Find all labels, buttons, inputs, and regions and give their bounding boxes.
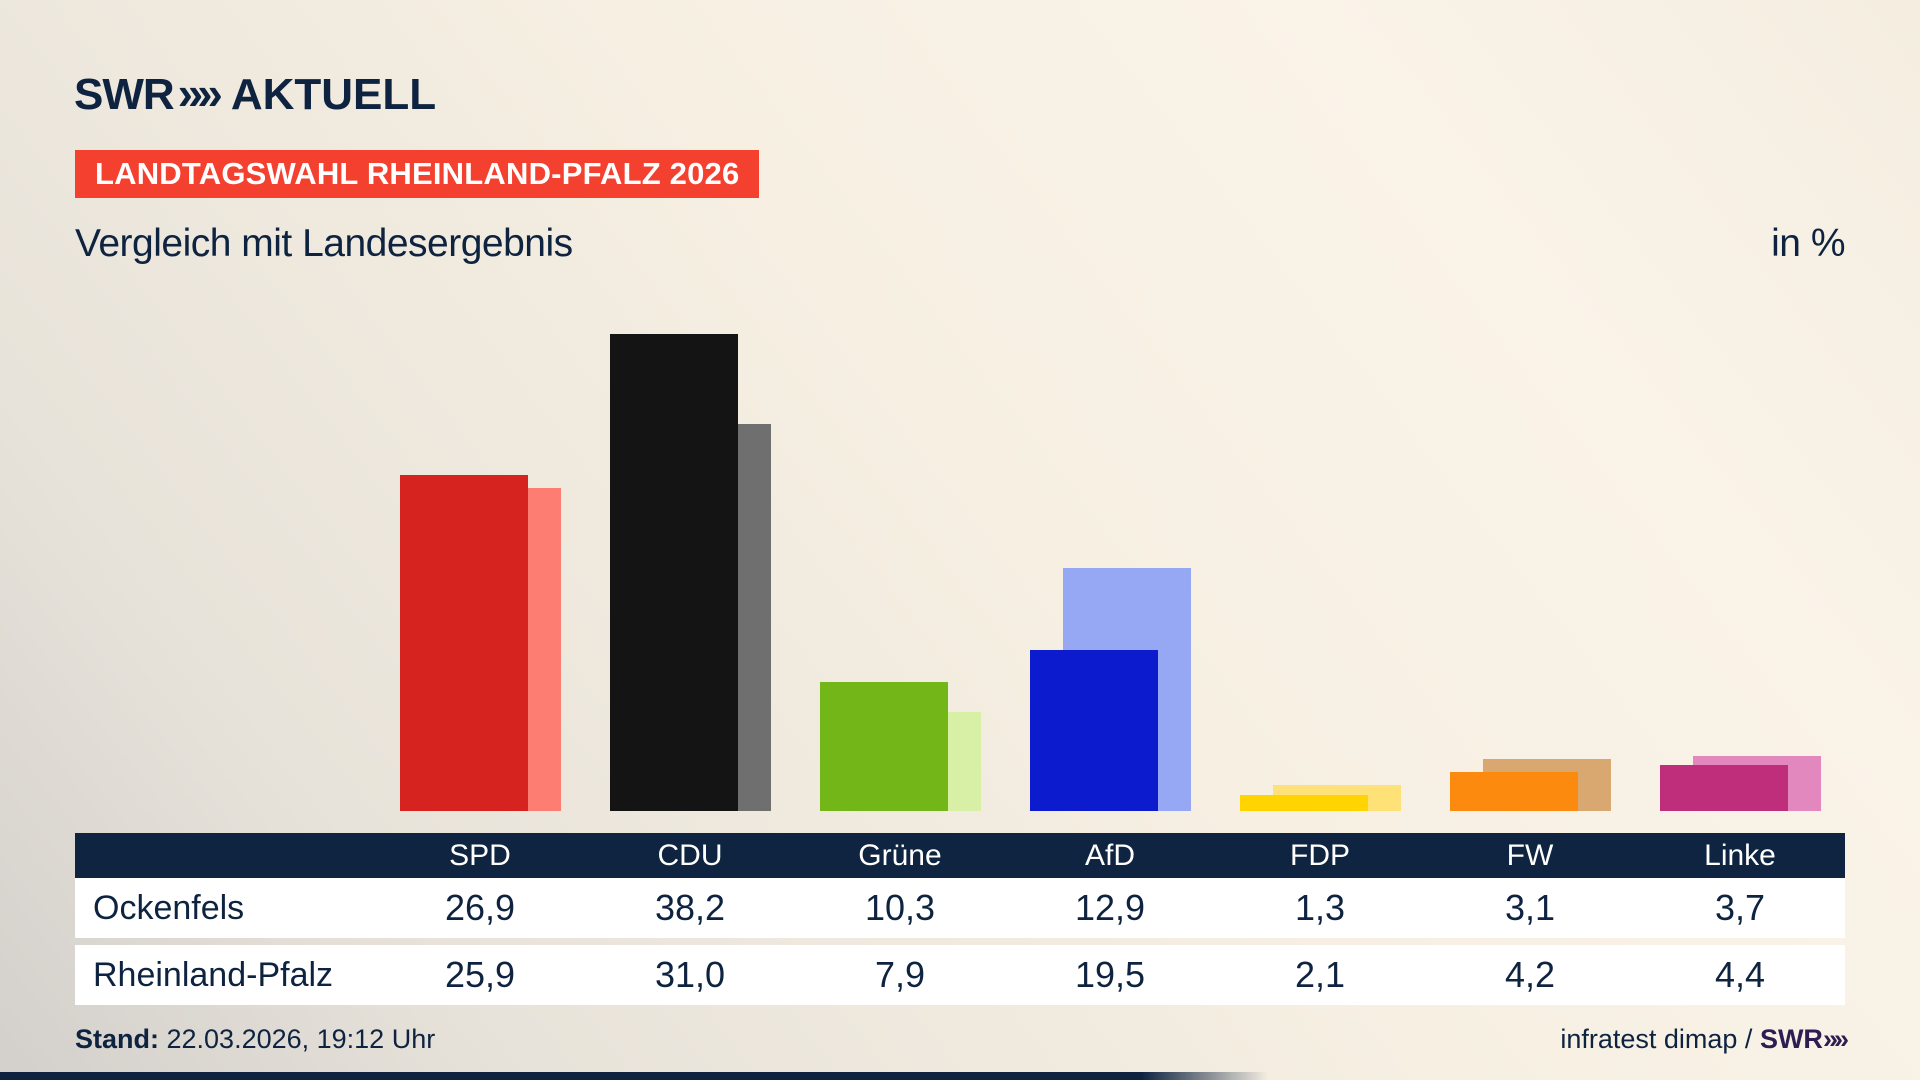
value-cell: 4,2 bbox=[1504, 954, 1556, 995]
column-header-fw: FW bbox=[1506, 838, 1554, 872]
bar-cdu-main bbox=[610, 334, 738, 811]
value-cell: 4,4 bbox=[1714, 954, 1766, 995]
column-header-spd: SPD bbox=[449, 838, 511, 872]
column-header-fdp: FDP bbox=[1290, 838, 1350, 872]
column-header-gruene: Grüne bbox=[858, 838, 942, 872]
bar-fdp-main bbox=[1240, 794, 1368, 811]
stand-timestamp: Stand: 22.03.2026, 19:12 Uhr bbox=[75, 1024, 435, 1055]
source-swr-logo: SWR bbox=[1759, 1024, 1823, 1054]
chart-title: Vergleich mit Landesergebnis bbox=[75, 222, 573, 265]
aktuell-logo-text: AKTUELL bbox=[230, 70, 437, 119]
results-table: SPD CDU Grüne AfD FDP FW Linke Ockenfels… bbox=[75, 833, 1845, 1005]
table-row-ockenfels: Ockenfels 26,9 38,2 10,3 12,9 1,3 3,1 3,… bbox=[75, 878, 1845, 938]
row-label: Rheinland-Pfalz bbox=[93, 955, 334, 994]
column-header-afd: AfD bbox=[1084, 838, 1135, 872]
footer: Stand: 22.03.2026, 19:12 Uhr infratest d… bbox=[75, 1024, 1849, 1055]
value-cell: 19,5 bbox=[1074, 954, 1146, 995]
value-cell: 10,3 bbox=[864, 887, 936, 928]
title-row: Vergleich mit Landesergebnis in % bbox=[75, 222, 1845, 266]
table-header-row: SPD CDU Grüne AfD FDP FW Linke bbox=[75, 833, 1845, 878]
stand-value: 22.03.2026, 19:12 Uhr bbox=[159, 1024, 436, 1054]
column-header-linke: Linke bbox=[1704, 838, 1776, 872]
bar-spd-main bbox=[400, 475, 528, 811]
value-cell: 3,1 bbox=[1504, 887, 1556, 928]
source-chevron-icon: »» bbox=[1822, 1024, 1849, 1054]
column-header-cdu: CDU bbox=[657, 838, 723, 872]
bar-linke-main bbox=[1660, 764, 1788, 811]
table-row-rheinland-pfalz: Rheinland-Pfalz 25,9 31,0 7,9 19,5 2,1 4… bbox=[75, 945, 1845, 1005]
source-credit: infratest dimap / SWR»» bbox=[1560, 1024, 1849, 1055]
stand-label: Stand: bbox=[75, 1024, 159, 1054]
value-cell: 31,0 bbox=[654, 954, 726, 995]
value-cell: 1,3 bbox=[1294, 887, 1346, 928]
row-label: Ockenfels bbox=[93, 888, 245, 927]
bar-afd-main bbox=[1030, 650, 1158, 811]
swr-logo-text: SWR bbox=[74, 70, 175, 119]
swr-aktuell-logo: SWR »» AKTUELL bbox=[74, 66, 436, 120]
election-badge: LANDTAGSWAHL RHEINLAND-PFALZ 2026 bbox=[75, 150, 760, 198]
bar-grne-main bbox=[820, 682, 948, 811]
bar-fw-main bbox=[1450, 772, 1578, 811]
value-cell: 25,9 bbox=[444, 954, 516, 995]
unit-label: in % bbox=[1771, 222, 1845, 265]
bottom-accent-bar bbox=[0, 1072, 1268, 1080]
value-cell: 12,9 bbox=[1074, 887, 1146, 928]
value-cell: 2,1 bbox=[1294, 954, 1346, 995]
value-cell: 26,9 bbox=[444, 887, 516, 928]
value-cell: 7,9 bbox=[874, 954, 926, 995]
source-text: infratest dimap / bbox=[1560, 1024, 1760, 1054]
value-cell: 38,2 bbox=[654, 887, 726, 928]
value-cell: 3,7 bbox=[1714, 887, 1766, 928]
